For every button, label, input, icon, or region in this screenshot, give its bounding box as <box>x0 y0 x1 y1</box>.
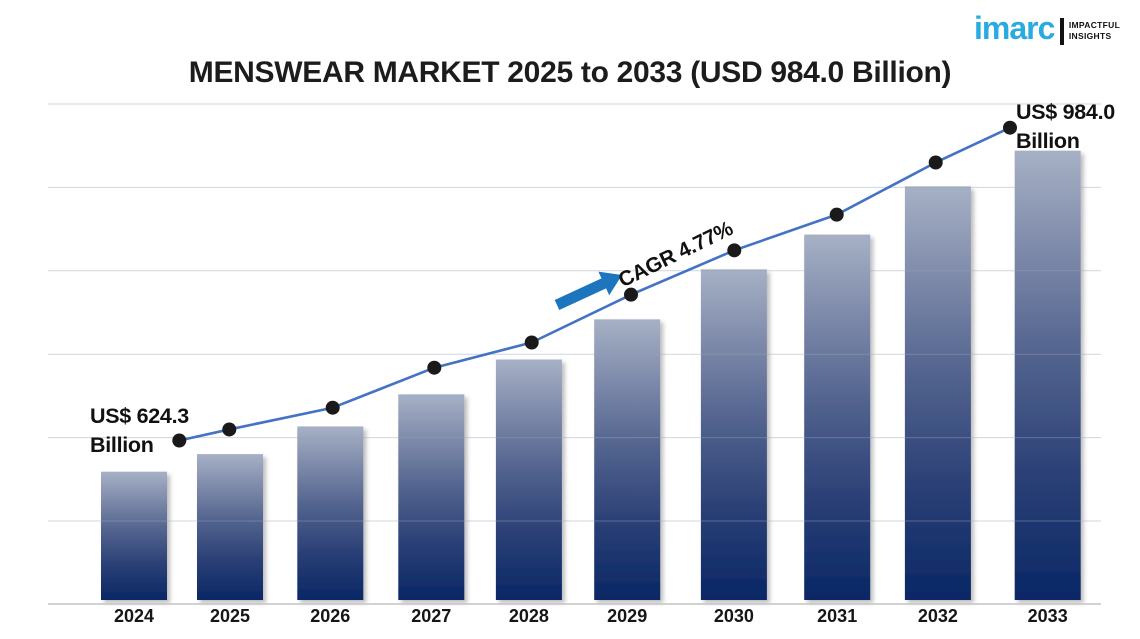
x-axis-label-2027: 2027 <box>411 606 452 626</box>
logo-tagline-line1: IMPACTFUL <box>1068 19 1121 30</box>
bar-2028 <box>495 359 562 600</box>
growth-arrow-icon <box>554 271 622 310</box>
bar-2025 <box>197 454 263 600</box>
line-marker-2024 <box>172 433 187 448</box>
imarc-logo: imarc IMPACTFUL INSIGHTS <box>974 8 1120 48</box>
x-axis-label-2024: 2024 <box>113 606 155 626</box>
annotation-end-line2: Billion <box>1016 129 1080 153</box>
line-marker-2029 <box>624 287 638 302</box>
line-marker-2026 <box>325 400 340 415</box>
bar-2026 <box>297 426 364 600</box>
line-marker-2025 <box>222 422 237 437</box>
annotation-start-value: US$ 624.3 Billion <box>90 402 189 460</box>
annotation-start-line1: US$ 624.3 <box>90 404 189 428</box>
line-marker-2033 <box>1003 120 1017 135</box>
x-axis-label-2031: 2031 <box>817 606 858 626</box>
line-marker-2028 <box>524 335 539 350</box>
logo-tagline-line2: INSIGHTS <box>1068 31 1112 41</box>
x-axis-label-2026: 2026 <box>310 606 351 626</box>
bar-2031 <box>804 234 871 600</box>
bar-2032 <box>904 186 971 601</box>
x-axis-label-2029: 2029 <box>607 606 648 626</box>
annotation-start-line2: Billion <box>90 433 154 457</box>
x-axis-label-2028: 2028 <box>508 606 549 626</box>
line-marker-2031 <box>829 207 844 222</box>
chart-title: MENSWEAR MARKET 2025 to 2033 (USD 984.0 … <box>188 56 952 89</box>
trend-line <box>179 126 1011 442</box>
annotation-end-value: US$ 984.0 Billion <box>1016 98 1115 156</box>
bar-2033 <box>1014 150 1081 600</box>
imarc-logo-text: imarc <box>974 10 1055 46</box>
line-marker-2030 <box>727 243 742 258</box>
bar-2024 <box>101 471 167 600</box>
bar-2027 <box>398 394 465 600</box>
x-axis-label-2025: 2025 <box>209 606 251 626</box>
x-axis-label-2032: 2032 <box>917 606 958 626</box>
x-axis-label-2030: 2030 <box>713 606 754 626</box>
bar-2029 <box>594 319 661 600</box>
line-marker-2027 <box>427 360 442 375</box>
x-axis-label-2033: 2033 <box>1027 606 1068 626</box>
logo-divider <box>1060 17 1064 45</box>
line-marker-2032 <box>928 155 943 170</box>
bar-2030 <box>700 269 767 600</box>
annotation-end-line1: US$ 984.0 <box>1016 100 1115 124</box>
logo-tagline: IMPACTFUL INSIGHTS <box>1069 20 1120 42</box>
